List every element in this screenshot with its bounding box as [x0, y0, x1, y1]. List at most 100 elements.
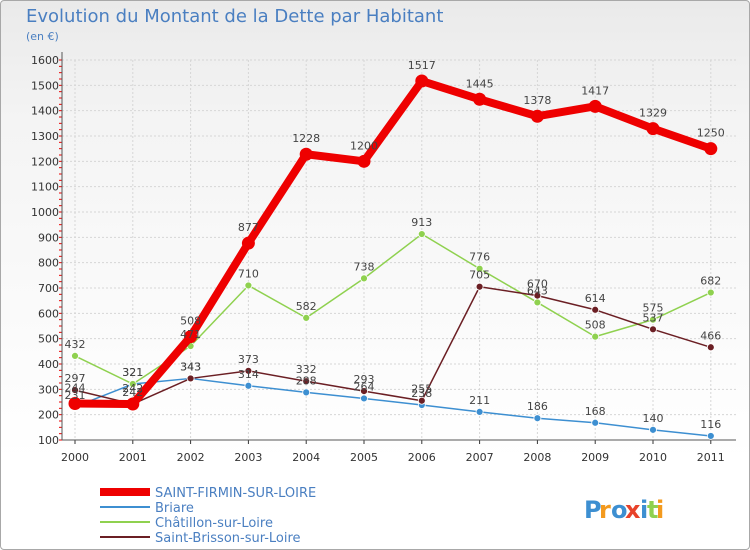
x-tick-label: 2005 [350, 451, 378, 464]
data-label: 255 [411, 383, 432, 396]
y-tick-label: 100 [38, 434, 59, 447]
y-tick-label: 700 [38, 282, 59, 295]
data-label: 575 [643, 302, 664, 315]
legend-label: Saint-Brisson-sur-Loire [155, 531, 301, 546]
data-label: 242 [122, 382, 143, 395]
x-tick-label: 2009 [581, 451, 609, 464]
data-point [417, 230, 426, 238]
data-point [126, 397, 140, 411]
data-label: 614 [585, 292, 606, 305]
data-point [186, 374, 195, 383]
series-line-1 [74, 377, 712, 437]
data-point [649, 325, 657, 334]
data-label: 643 [527, 284, 548, 297]
y-tick-label: 1200 [31, 155, 59, 168]
data-point [71, 351, 79, 360]
legend-label: SAINT-FIRMIN-SUR-LOIRE [155, 486, 316, 501]
data-label: 877 [238, 221, 259, 234]
x-tick-label: 2010 [639, 451, 667, 464]
data-point [591, 305, 600, 314]
data-label: 705 [469, 269, 490, 282]
data-label: 508 [585, 319, 606, 332]
data-label: 1417 [581, 84, 609, 97]
data-label: 242 [122, 386, 143, 399]
data-label: 1228 [292, 132, 320, 145]
data-label: 343 [180, 360, 201, 373]
data-point [704, 142, 718, 156]
data-point [533, 291, 542, 300]
chart-title: Evolution du Montant de la Dette par Hab… [26, 6, 443, 27]
x-tick-label: 2006 [408, 451, 436, 464]
data-label: 186 [527, 400, 548, 413]
data-point [591, 418, 600, 427]
data-label: 332 [296, 363, 317, 376]
y-tick-label: 1300 [31, 130, 59, 143]
data-label: 466 [700, 329, 721, 342]
data-point [649, 315, 657, 324]
x-tick-label: 2007 [466, 451, 494, 464]
data-point [475, 407, 484, 416]
data-label: 373 [238, 353, 259, 366]
logo-letter: x [625, 496, 641, 524]
data-point [706, 432, 715, 440]
y-tick-label: 900 [38, 231, 59, 244]
data-label: 508 [180, 315, 201, 328]
logo-letter: o [611, 496, 628, 524]
chart-subtitle: (en €) [26, 30, 59, 43]
data-label: 168 [585, 405, 606, 418]
data-label: 913 [411, 216, 432, 229]
data-label: 1200 [350, 139, 378, 152]
y-tick-label: 500 [38, 333, 59, 346]
data-point [71, 386, 79, 394]
proxiti-logo: Pr ox iti [584, 496, 664, 524]
data-point [706, 343, 715, 352]
data-point [415, 74, 429, 88]
data-point [533, 414, 542, 423]
data-point [475, 282, 484, 291]
x-tick-label: 2008 [523, 451, 551, 464]
data-label: 582 [296, 300, 317, 313]
data-point [360, 274, 368, 283]
data-point [302, 388, 311, 397]
y-tick-label: 1400 [31, 105, 59, 118]
y-tick-label: 1000 [31, 206, 59, 219]
data-label: 537 [643, 311, 664, 324]
data-point [360, 387, 368, 396]
data-label: 738 [354, 260, 375, 273]
data-point [68, 397, 82, 411]
y-tick-label: 600 [38, 307, 59, 320]
data-label: 1378 [523, 94, 551, 107]
data-label: 1329 [639, 107, 667, 120]
data-label: 288 [296, 374, 317, 387]
legend: SAINT-FIRMIN-SUR-LOIREBriareChâtillon-su… [100, 486, 316, 546]
y-tick-label: 1600 [31, 54, 59, 67]
logo-letter: P [584, 496, 602, 524]
y-tick-label: 200 [38, 409, 59, 422]
data-point [417, 396, 426, 405]
data-point [128, 380, 137, 388]
y-tick-label: 300 [38, 383, 59, 396]
data-point [591, 332, 600, 341]
data-point [244, 281, 253, 290]
series-line-3 [74, 285, 712, 405]
logo-letter: i [656, 496, 664, 524]
y-tick-label: 1100 [31, 181, 59, 194]
y-tick-label: 400 [38, 358, 59, 371]
x-tick-label: 2003 [234, 451, 262, 464]
logo-letter: t [647, 496, 658, 524]
data-point [649, 425, 657, 434]
data-label: 231 [65, 389, 86, 402]
data-label: 1517 [408, 59, 436, 72]
data-label: 1250 [697, 127, 725, 140]
data-point [302, 377, 311, 386]
data-label: 314 [238, 368, 259, 381]
y-tick-label: 1500 [31, 79, 59, 92]
x-tick-label: 2001 [119, 451, 147, 464]
data-point [588, 99, 602, 113]
data-point [302, 313, 311, 322]
legend-label: Châtillon-sur-Loire [155, 516, 273, 531]
data-label: 140 [643, 412, 664, 425]
data-label: 264 [354, 380, 375, 393]
data-label: 343 [180, 360, 201, 373]
